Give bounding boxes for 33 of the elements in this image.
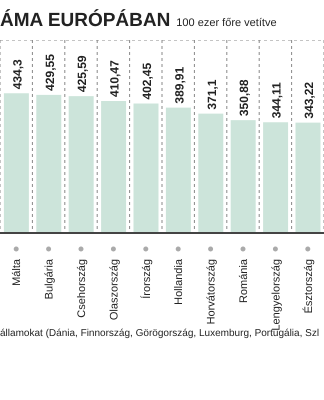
bar [166, 108, 191, 233]
x-tick-label: Lengyelország [270, 259, 282, 331]
data-label: 371,1 [204, 79, 219, 110]
x-tick-label: Hollandia [173, 258, 186, 305]
x-tick-label: Írország [140, 259, 153, 299]
bar [263, 122, 288, 233]
x-tick-label: Észtország [302, 259, 315, 314]
data-label: 402,45 [140, 62, 154, 100]
x-tick-label: Olaszország [108, 259, 120, 320]
data-label: 343,22 [302, 82, 316, 119]
x-tick-label: Horvátország [206, 259, 218, 324]
x-tick-label: Málta [11, 258, 24, 286]
bar [230, 120, 256, 233]
data-label: 350,88 [237, 79, 252, 116]
chart-title: ÁMA EURÓPÁBAN [0, 10, 170, 31]
bar [36, 94, 62, 233]
x-tick-label: Csehország [76, 259, 88, 318]
data-label: 429,55 [42, 54, 57, 91]
text: államokat (Dánia, Finnország, Görögország, Luxemburg, Portugália, Szl [0, 328, 320, 339]
data-label: 344,11 [270, 82, 284, 118]
bar [198, 114, 224, 233]
bar [295, 122, 320, 233]
x-tick-label: Bulgária [44, 258, 56, 300]
data-label: 434,3 [10, 58, 24, 90]
bar [133, 104, 158, 233]
x-tick-label: Románia [238, 258, 250, 304]
bar [101, 100, 126, 233]
data-label: 425,59 [75, 55, 90, 92]
chart-subtitle: 100 ezer főre vetítve [176, 17, 277, 29]
data-label: 410,47 [108, 60, 122, 97]
bar [68, 96, 94, 233]
bar [4, 93, 29, 233]
data-label: 389,91 [172, 66, 186, 104]
